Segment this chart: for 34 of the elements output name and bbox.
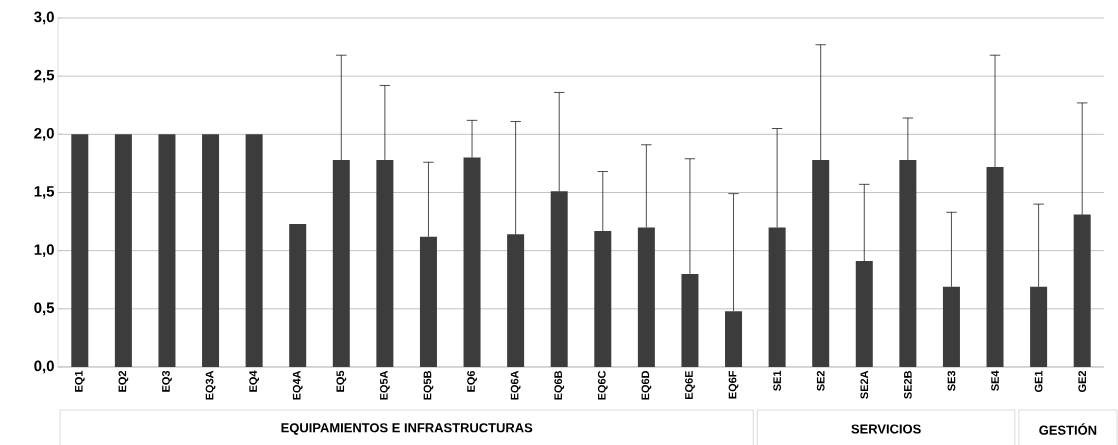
- x-tick-label: EQ6A: [510, 370, 521, 400]
- x-tick-label: SE3: [947, 370, 956, 391]
- text: GESTIÓN: [1039, 423, 1097, 435]
- x-tick-label: EQ6D: [641, 370, 652, 400]
- y-tick-label: 1,0: [34, 244, 54, 258]
- x-tick-label: EQ3: [162, 370, 172, 392]
- x-tick-label: GE2: [1078, 370, 1087, 392]
- x-tick-label: SE2A: [860, 370, 869, 399]
- y-tick-label: 2,0: [34, 127, 54, 141]
- x-tick-label: EQ6B: [554, 371, 565, 400]
- x-tick-label: EQ5B: [423, 371, 434, 400]
- y-tick-label: 0,5: [34, 302, 55, 316]
- x-tick-label: EQ4: [249, 370, 260, 392]
- x-tick-label: EQ6F: [728, 370, 739, 399]
- x-tick-label: EQ4A: [292, 370, 303, 400]
- y-tick-label: 1,5: [34, 186, 55, 199]
- x-tick-label: SE1: [773, 370, 781, 391]
- y-tick-label: 3,0: [34, 11, 54, 25]
- x-tick-label: SE4: [991, 370, 999, 391]
- x-tick-label: SE2B: [903, 371, 912, 399]
- text: EQUIPAMIENTOS E INFRASTRUCTURAS: [281, 423, 533, 435]
- x-tick-label: EQ3A: [205, 370, 216, 400]
- x-tick-label: EQ5A: [379, 370, 390, 400]
- y-tick-label: 2,5: [34, 69, 55, 83]
- x-tick-label: EQ5: [336, 370, 347, 392]
- x-tick-label: EQ6E: [685, 370, 695, 400]
- x-tick-label: EQ1: [74, 370, 85, 392]
- x-tick-label: EQ2: [118, 370, 129, 392]
- x-tick-label: GE1: [1034, 370, 1043, 392]
- text: SERVICIOS: [851, 424, 921, 434]
- x-tick-label: EQ6: [467, 370, 477, 392]
- x-tick-label: SE2: [816, 370, 825, 391]
- y-tick-label: 0,0: [34, 360, 54, 374]
- x-tick-label: EQ6C: [597, 370, 608, 400]
